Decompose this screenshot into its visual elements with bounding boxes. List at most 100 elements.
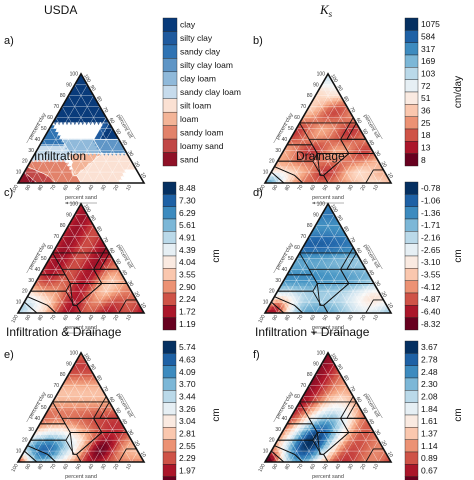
colorbar-segment (404, 268, 419, 281)
tick-label-sand: 10 (125, 314, 133, 322)
tick-label-sand: 30 (347, 184, 355, 192)
colorbar-segment (162, 194, 177, 207)
tick-label-clay: 10 (263, 170, 269, 176)
colorbar-segment (404, 292, 419, 306)
legend-swatch (162, 71, 178, 86)
tick-label-clay: 80 (307, 93, 313, 99)
axis-label-silt: percent silt (362, 113, 381, 139)
panel-label: c) (4, 187, 13, 199)
colorbar-tick-label: 1075 (421, 19, 440, 29)
legend-entry: silt loam (180, 100, 211, 110)
colorbar-tick-label: 4.04 (179, 257, 196, 267)
tick-label-clay: 90 (313, 82, 319, 88)
legend-swatch (162, 98, 178, 113)
tick-label-sand: 90 (24, 184, 32, 192)
colorbar-segment (404, 280, 419, 294)
colorbar-segment (162, 317, 177, 331)
tick-label-sand: 70 (50, 314, 58, 322)
colorbar-tick-label: 169 (421, 56, 435, 66)
tick-label-sand: 60 (309, 314, 317, 322)
tick-label-sand: 20 (360, 314, 368, 322)
tick-label-sand: 20 (360, 184, 368, 192)
colorbar-segment (404, 317, 419, 331)
tick-label-clay: 70 (301, 234, 307, 240)
colorbar-segment (404, 91, 419, 105)
tick-label-clay: 10 (16, 300, 22, 306)
legend-entry: sandy loam (180, 127, 223, 137)
tick-label-clay: 70 (301, 104, 307, 110)
tick-label-sand: 50 (75, 314, 83, 322)
colorbar-tick-label: -3.55 (421, 270, 441, 280)
colorbar-segment (404, 153, 419, 167)
colorbar-tick-label: 8.48 (179, 183, 196, 193)
colorbar-tick-label: -2.16 (421, 233, 441, 243)
tick-label-clay: 20 (269, 289, 275, 295)
colorbar-tick-label: 1.72 (179, 307, 196, 317)
legend-swatch (162, 58, 178, 73)
tick-label-clay: 10 (16, 170, 22, 176)
tick-label-clay: 100 (70, 71, 79, 77)
tick-label-clay: 20 (22, 289, 28, 295)
tick-label-sand: 20 (113, 314, 121, 322)
colorbar-tick-label: 1.19 (179, 319, 196, 329)
legend-entry: silty clay loam (180, 60, 233, 70)
tick-label-sand: 80 (37, 184, 45, 192)
legend-entry: sand (180, 154, 199, 164)
colorbar-tick-label: 18 (421, 130, 431, 140)
colorbar-segment (162, 255, 177, 269)
legend-swatch (162, 17, 178, 32)
legend-entry: clay loam (180, 74, 216, 84)
legend-swatch (162, 85, 178, 99)
tick-label-clay: 30 (28, 278, 34, 284)
tick-label-clay: 40 (35, 267, 41, 273)
tick-label-clay: 100 (317, 71, 326, 77)
colorbar-tick-label: 2.90 (179, 282, 196, 292)
tick-label-sand: 60 (309, 184, 317, 192)
panel-label: a) (4, 35, 14, 47)
tick-label-clay: 50 (41, 256, 47, 262)
legend-swatch (162, 138, 178, 153)
legend-entry: clay (180, 20, 196, 30)
tick-label-clay: 20 (269, 159, 275, 165)
colorbar-segment (404, 305, 419, 318)
legend-swatch (162, 31, 178, 46)
colorbar-tick-label: -4.87 (421, 294, 441, 304)
colorbar-tick-label: -3.10 (421, 257, 441, 267)
tick-label-clay: 60 (294, 245, 300, 251)
colorbar-tick-label: 5.61 (179, 220, 196, 230)
colorbar-tick-label: 3.55 (179, 270, 196, 280)
colorbar-tick-label: 13 (421, 143, 431, 153)
tick-label-clay: 60 (47, 115, 53, 121)
colorbar-tick-label: 25 (421, 118, 431, 128)
tick-label-sand: 10 (125, 184, 133, 192)
tick-label-sand: 90 (24, 314, 32, 322)
legend-entry: silty clay (180, 33, 213, 43)
tick-label-clay: 40 (282, 267, 288, 273)
tick-label-clay: 90 (313, 212, 319, 218)
colorbar-segment (404, 116, 419, 130)
colorbar-tick-label: -2.65 (421, 245, 441, 255)
tick-label-clay: 80 (307, 223, 313, 229)
panel-label: d) (253, 187, 263, 199)
tick-label-clay: 90 (66, 82, 72, 88)
legend-entry: loam (180, 114, 198, 124)
colorbar-segment (162, 280, 177, 294)
tick-label-sand: 20 (113, 184, 121, 192)
colorbar: 8.487.306.295.614.914.394.043.552.902.24… (162, 181, 222, 331)
legend-entry: loamy sand (180, 141, 224, 151)
colorbar-tick-label: -1.06 (421, 196, 441, 206)
tick-label-clay: 50 (288, 126, 294, 132)
tick-label-sand: 70 (50, 184, 58, 192)
colorbar-segment (162, 268, 177, 281)
colorbar-segment (404, 17, 419, 31)
tick-label-clay: 70 (54, 234, 60, 240)
colorbar-tick-label: -4.12 (421, 282, 441, 292)
axis-arrowhead (65, 201, 68, 205)
panel-label: b) (253, 35, 263, 47)
colorbar-segment (404, 206, 419, 220)
legend-swatch (162, 111, 178, 126)
legend-swatch (162, 44, 178, 59)
